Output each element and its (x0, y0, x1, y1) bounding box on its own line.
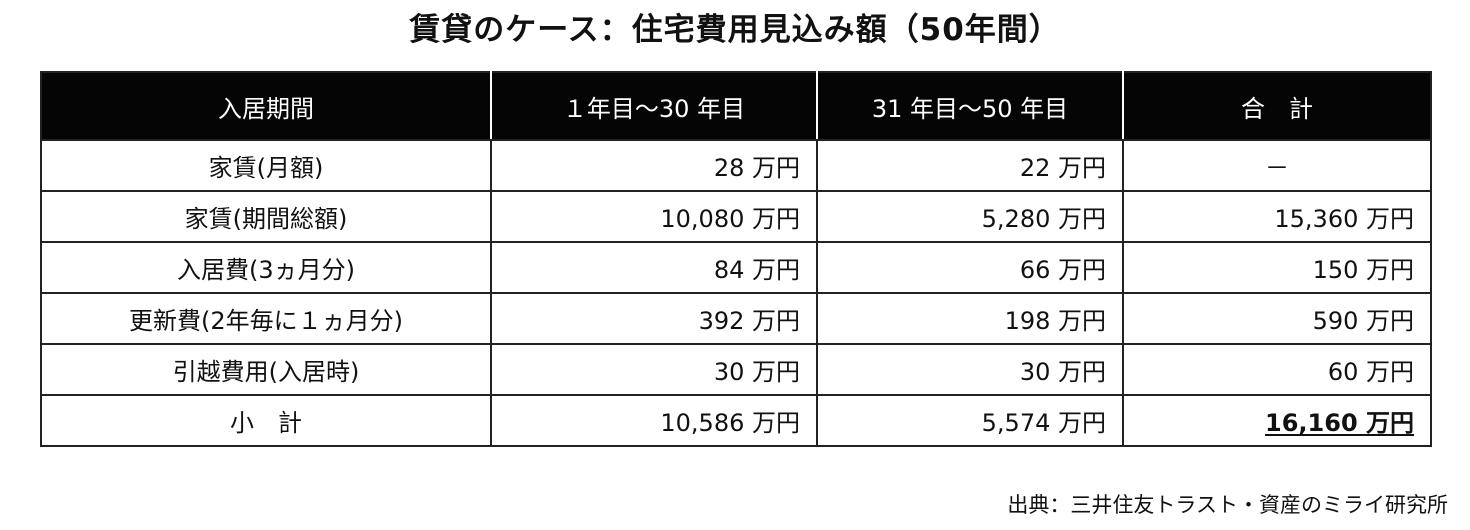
source-note: 出典：三井住友トラスト・資産のミライ研究所 (1007, 493, 1448, 517)
header-years-31-50: 31 年目～50 年目 (816, 71, 1124, 141)
header-total: 合 計 (1122, 71, 1432, 141)
header-period: 入居期間 (40, 71, 492, 141)
cell-years-31-50: 30 万円 (816, 343, 1124, 396)
cell-grand-total: 16,160 万円 (1122, 394, 1432, 447)
row-label: 入居費(3ヵ月分) (40, 241, 492, 294)
table-row-subtotal: 小 計 10,586 万円 5,574 万円 16,160 万円 (40, 394, 1432, 447)
cell-years-1-30: 30 万円 (490, 343, 818, 396)
cell-total: 150 万円 (1122, 241, 1432, 294)
table-header-row: 入居期間 １年目～30 年目 31 年目～50 年目 合 計 (40, 71, 1432, 141)
row-label: 更新費(2年毎に１ヵ月分) (40, 292, 492, 345)
row-label: 家賃(期間総額) (40, 190, 492, 243)
table-row-rent-total: 家賃(期間総額) 10,080 万円 5,280 万円 15,360 万円 (40, 190, 1432, 243)
row-label: 引越費用(入居時) (40, 343, 492, 396)
header-years-1-30: １年目～30 年目 (490, 71, 818, 141)
cell-total: － (1122, 139, 1432, 192)
cell-total: 60 万円 (1122, 343, 1432, 396)
row-label: 家賃(月額) (40, 139, 492, 192)
cell-years-31-50: 5,280 万円 (816, 190, 1124, 243)
cell-years-1-30: 28 万円 (490, 139, 818, 192)
cell-total: 15,360 万円 (1122, 190, 1432, 243)
cell-years-1-30: 10,586 万円 (490, 394, 818, 447)
cell-years-31-50: 5,574 万円 (816, 394, 1124, 447)
table-row-moving-cost: 引越費用(入居時) 30 万円 30 万円 60 万円 (40, 343, 1432, 396)
cell-years-31-50: 66 万円 (816, 241, 1124, 294)
row-label: 小 計 (40, 394, 492, 447)
cell-years-1-30: 10,080 万円 (490, 190, 818, 243)
cell-years-1-30: 84 万円 (490, 241, 818, 294)
page-title: 賃貸のケース：住宅費用見込み額（50年間） (409, 12, 1061, 48)
cell-years-31-50: 198 万円 (816, 292, 1124, 345)
cell-years-1-30: 392 万円 (490, 292, 818, 345)
table-row-renewal-fee: 更新費(2年毎に１ヵ月分) 392 万円 198 万円 590 万円 (40, 292, 1432, 345)
cell-total: 590 万円 (1122, 292, 1432, 345)
table-row-monthly-rent: 家賃(月額) 28 万円 22 万円 － (40, 139, 1432, 192)
table-row-move-in-fee: 入居費(3ヵ月分) 84 万円 66 万円 150 万円 (40, 241, 1432, 294)
housing-cost-table: 入居期間 １年目～30 年目 31 年目～50 年目 合 計 家賃(月額) 28… (40, 71, 1432, 447)
cell-years-31-50: 22 万円 (816, 139, 1124, 192)
